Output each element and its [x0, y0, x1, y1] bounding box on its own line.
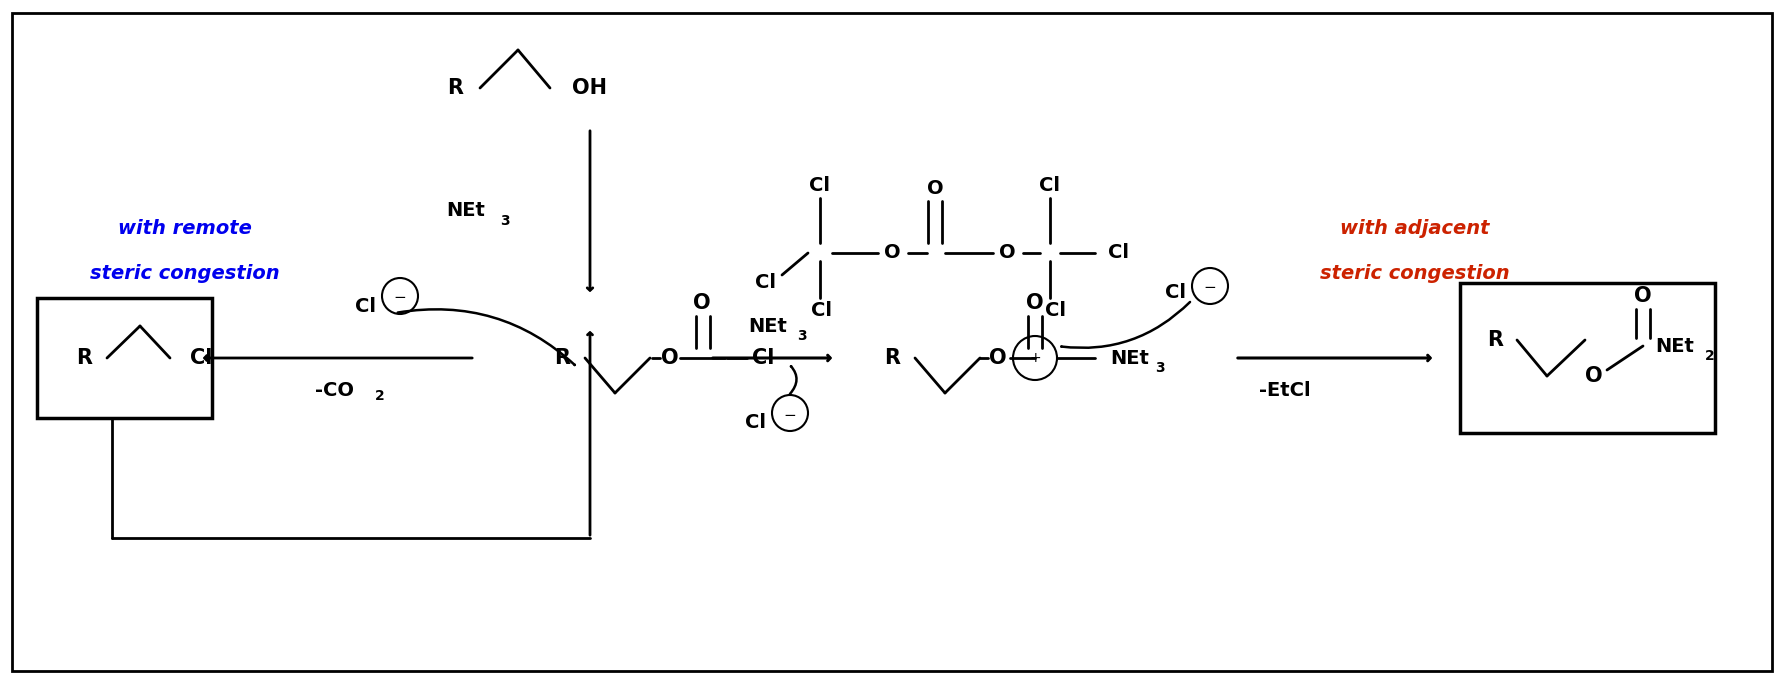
Text: Cl: Cl — [809, 176, 830, 195]
Text: NEt: NEt — [446, 201, 485, 221]
Text: -CO: -CO — [315, 380, 355, 400]
Text: O: O — [661, 348, 679, 368]
Text: NEt: NEt — [748, 316, 788, 335]
Text: O: O — [927, 178, 943, 197]
Text: NEt: NEt — [1654, 337, 1693, 355]
Text: Cl: Cl — [1107, 244, 1128, 262]
Text: O: O — [884, 244, 900, 262]
Text: steric congestion: steric congestion — [91, 264, 280, 283]
Text: Cl: Cl — [754, 273, 775, 292]
Text: R: R — [554, 348, 570, 368]
Text: 2: 2 — [374, 389, 385, 403]
Text: 2: 2 — [1704, 349, 1714, 363]
Text: with remote: with remote — [118, 219, 251, 238]
Text: R: R — [447, 78, 463, 98]
Text: $-$: $-$ — [394, 288, 406, 303]
Text: Cl: Cl — [752, 348, 773, 368]
Text: OH: OH — [572, 78, 606, 98]
Text: Cl: Cl — [191, 348, 212, 368]
Bar — [1459, 283, 1714, 433]
Bar — [37, 298, 212, 418]
Text: 3: 3 — [499, 214, 510, 228]
Text: Cl: Cl — [811, 301, 832, 320]
Text: steric congestion: steric congestion — [1319, 264, 1509, 283]
Text: $+$: $+$ — [1028, 351, 1041, 365]
FancyArrowPatch shape — [397, 309, 574, 365]
FancyArrowPatch shape — [789, 366, 797, 394]
Text: O: O — [693, 293, 711, 313]
Text: R: R — [77, 348, 93, 368]
Text: $-$: $-$ — [782, 406, 797, 421]
Text: R: R — [884, 348, 900, 368]
Text: NEt: NEt — [1110, 348, 1148, 367]
Text: Cl: Cl — [1044, 301, 1066, 320]
Text: with adjacent: with adjacent — [1340, 219, 1490, 238]
Text: $-$: $-$ — [1203, 279, 1215, 294]
Text: O: O — [1584, 366, 1602, 386]
Text: 3: 3 — [797, 329, 805, 343]
Text: O: O — [1634, 286, 1650, 306]
Text: Cl: Cl — [1039, 176, 1060, 195]
FancyArrowPatch shape — [1060, 302, 1189, 348]
Text: O: O — [1026, 293, 1042, 313]
Text: O: O — [989, 348, 1007, 368]
Text: Cl: Cl — [1164, 283, 1185, 303]
Text: R: R — [1486, 330, 1502, 350]
Text: O: O — [998, 244, 1014, 262]
Text: -EtCl: -EtCl — [1258, 380, 1310, 400]
Text: 3: 3 — [1155, 361, 1164, 375]
Text: Cl: Cl — [355, 296, 376, 316]
Text: Cl: Cl — [745, 413, 764, 432]
